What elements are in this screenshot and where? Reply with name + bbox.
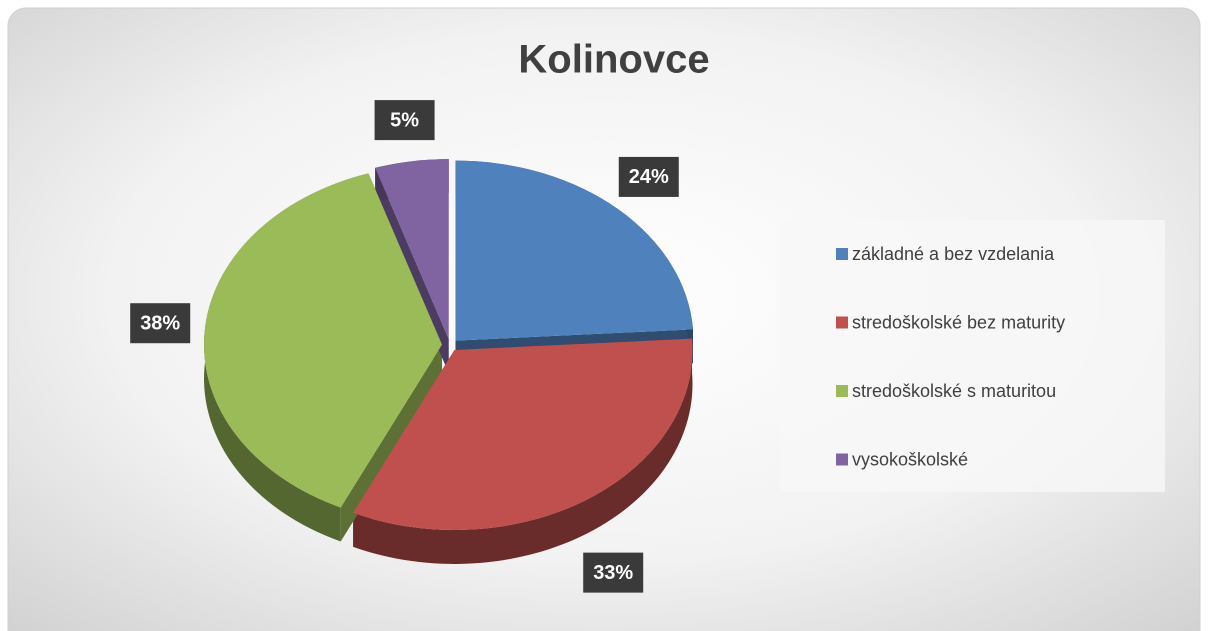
data-label: 33% xyxy=(593,562,633,584)
legend-label: stredoškolské s maturitou xyxy=(852,381,1056,401)
data-label-box xyxy=(618,156,679,197)
legend-label: vysokoškolské xyxy=(852,449,968,469)
legend-label: stredoškolské bez maturity xyxy=(852,312,1065,332)
data-label-box xyxy=(583,552,644,593)
legend-box xyxy=(780,220,1165,492)
slice xyxy=(353,338,693,530)
slice-side xyxy=(353,338,693,564)
slice xyxy=(375,159,449,340)
data-label-box xyxy=(130,303,191,344)
legend-swatch xyxy=(836,453,848,466)
legend-swatch xyxy=(836,316,848,329)
data-label-box xyxy=(374,100,435,141)
slice xyxy=(455,160,694,341)
data-label: 5% xyxy=(390,109,419,131)
chart-title: Kolinovce xyxy=(518,38,709,82)
legend-label: základné a bez vzdelania xyxy=(852,244,1055,264)
slice xyxy=(204,173,443,508)
legend-swatch xyxy=(836,248,848,260)
data-label: 24% xyxy=(629,166,669,188)
data-label: 38% xyxy=(140,312,180,334)
legend-swatch xyxy=(836,385,848,397)
